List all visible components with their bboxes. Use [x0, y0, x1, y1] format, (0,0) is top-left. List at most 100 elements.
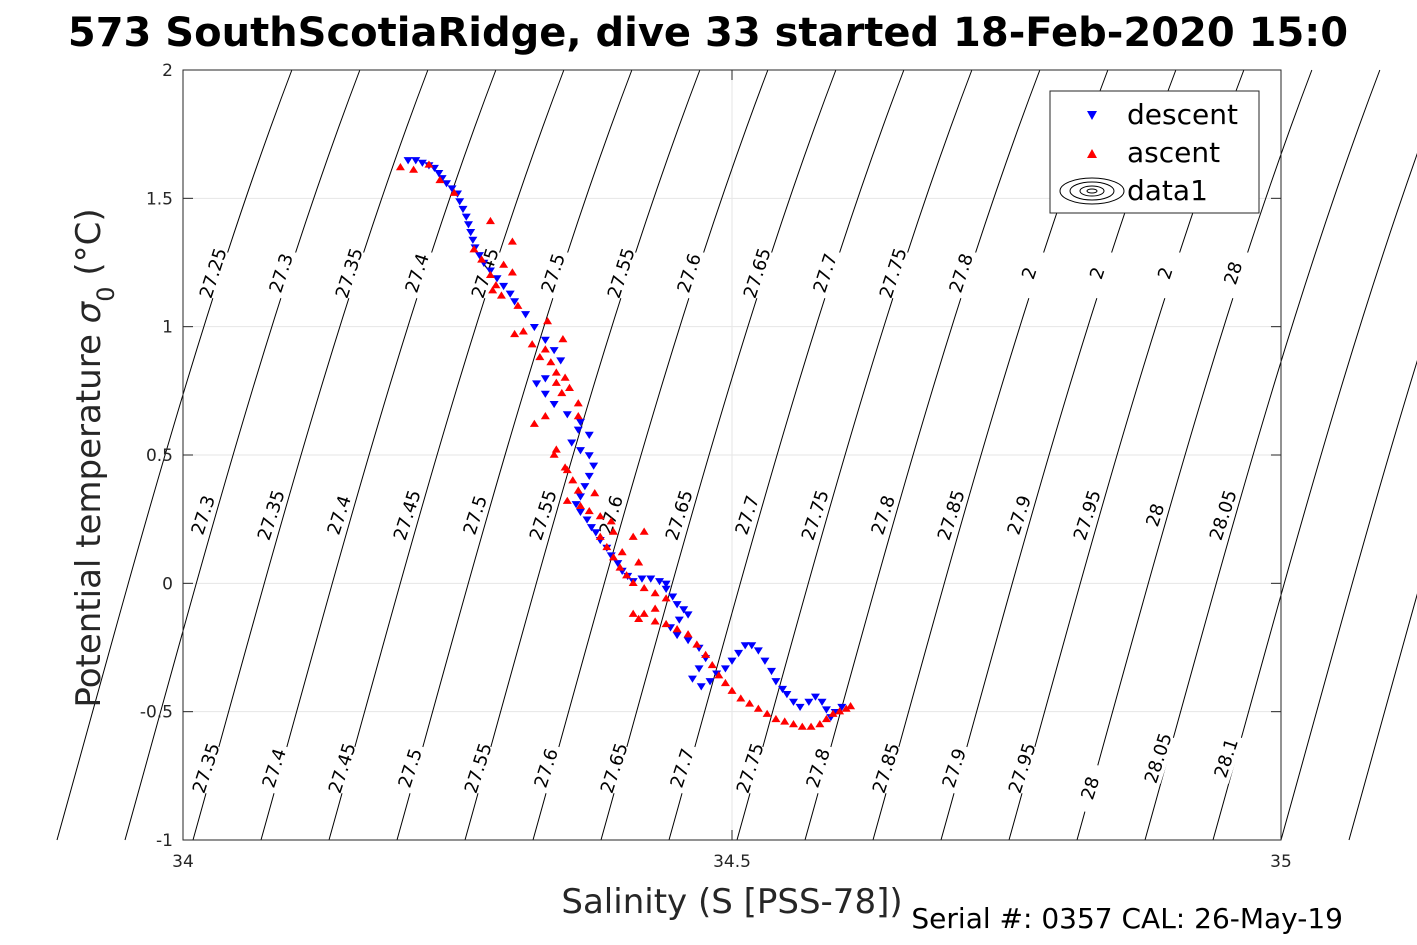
descent-point — [584, 431, 594, 439]
ascent-point — [788, 720, 798, 728]
ascent-point — [558, 335, 568, 343]
ascent-point — [815, 720, 825, 728]
descent-point — [573, 426, 583, 434]
ascent-point — [628, 578, 638, 587]
ascent-point — [639, 583, 649, 592]
ascent-point — [540, 345, 550, 353]
ascent-point — [683, 630, 693, 638]
density-contours — [56, 69, 1417, 841]
legend-ascent-label: ascent — [1127, 136, 1220, 169]
descent-point — [637, 575, 647, 583]
descent-point — [683, 637, 693, 645]
descent-point — [474, 252, 484, 260]
ascent-point — [549, 450, 559, 458]
isopycnal-line — [192, 69, 429, 841]
ascent-point — [615, 563, 625, 571]
ascent-point — [488, 286, 498, 294]
ascent-point — [477, 255, 487, 263]
ascent-point — [661, 619, 671, 628]
ascent-point — [499, 260, 509, 268]
isopycnal-label-bg — [188, 489, 221, 542]
descent-point — [505, 290, 515, 298]
ascent-point — [634, 558, 644, 566]
isopycnal-label-bg — [732, 489, 765, 542]
ascent-point — [661, 594, 671, 602]
isopycnal-label-bg — [1004, 489, 1037, 542]
ascent-point — [485, 270, 495, 279]
descent-point — [434, 169, 444, 178]
isopycnal-line — [804, 69, 1041, 841]
ascent-point — [395, 163, 405, 171]
ascent-point — [634, 614, 644, 622]
descent-point — [463, 221, 473, 229]
isopycnal-label-bg — [871, 742, 904, 795]
y-axis-label: Potential temperature σ0 (°C) — [69, 208, 120, 707]
axis-ticks: 34 34.5 35 -1 -0.5 0 0.5 1 1.5 2 — [140, 61, 1292, 872]
isopycnal-label-bg — [191, 742, 224, 795]
ascent-point — [573, 399, 583, 407]
isopycnal-label-bg — [1082, 247, 1115, 300]
isopycnal-label-bg — [392, 489, 425, 542]
isopycnal-line — [56, 69, 293, 841]
isopycnal-line — [124, 69, 361, 841]
ascent-point — [806, 722, 816, 730]
ascent-point — [513, 301, 523, 309]
ascent-point — [507, 268, 517, 276]
isopycnal-label-bg — [1140, 489, 1173, 542]
isopycnal-line — [396, 69, 633, 841]
ascent-point — [828, 709, 838, 717]
descent-point — [447, 185, 457, 193]
ascent-point — [562, 496, 572, 504]
isopycnal-label-bg — [599, 742, 632, 795]
ascent-point — [707, 660, 717, 669]
ascent-point — [562, 465, 572, 474]
isopycnal-line — [328, 69, 565, 841]
ascent-point — [551, 368, 561, 376]
descent-point — [575, 493, 585, 501]
isopycnal-label: 2 — [1014, 247, 1047, 300]
descent-point — [747, 642, 757, 650]
descent-point — [466, 229, 476, 237]
descent-point — [672, 601, 682, 609]
ascent-point — [639, 609, 649, 617]
isopycnal-label-bg — [878, 247, 911, 300]
descent-point — [753, 647, 763, 655]
isopycnal-line — [1144, 69, 1381, 841]
isopycnal-label-bg — [531, 742, 564, 795]
ascent-point — [485, 216, 495, 225]
descent-point — [674, 616, 684, 624]
descent-point — [540, 390, 550, 398]
descent-point — [679, 606, 689, 614]
isopycnal-line — [1348, 593, 1417, 841]
descent-point — [549, 347, 559, 355]
ascent-point — [529, 419, 539, 427]
descent-point — [734, 649, 744, 658]
ascent-point — [568, 476, 578, 484]
descent-point — [458, 205, 468, 214]
descent-point — [575, 447, 585, 455]
descent-point — [687, 675, 697, 683]
descent-point — [661, 580, 671, 588]
descent-point — [771, 678, 781, 686]
descent-point — [661, 585, 671, 593]
y-tick-label: 0 — [162, 574, 173, 594]
ascent-point — [639, 527, 649, 535]
legend-ascent-marker — [1087, 149, 1097, 158]
ascent-point — [507, 237, 517, 245]
isopycnal-label: 27.6 — [531, 742, 564, 795]
descent-point — [540, 336, 550, 344]
ascent-point — [650, 589, 660, 597]
ascent-point — [727, 686, 737, 694]
isopycnal-line — [532, 69, 769, 841]
isopycnal-line — [1280, 359, 1417, 841]
descent-point — [575, 508, 585, 516]
isopycnal-label-bg — [395, 742, 428, 795]
isopycnal-label-bg — [1218, 247, 1251, 300]
descent-point — [672, 631, 682, 640]
isopycnal-label-bg — [939, 742, 972, 795]
descent-point — [580, 483, 590, 491]
isopycnal-label-bg — [460, 489, 493, 542]
ascent-point — [608, 527, 618, 535]
ascent-point — [821, 714, 831, 723]
